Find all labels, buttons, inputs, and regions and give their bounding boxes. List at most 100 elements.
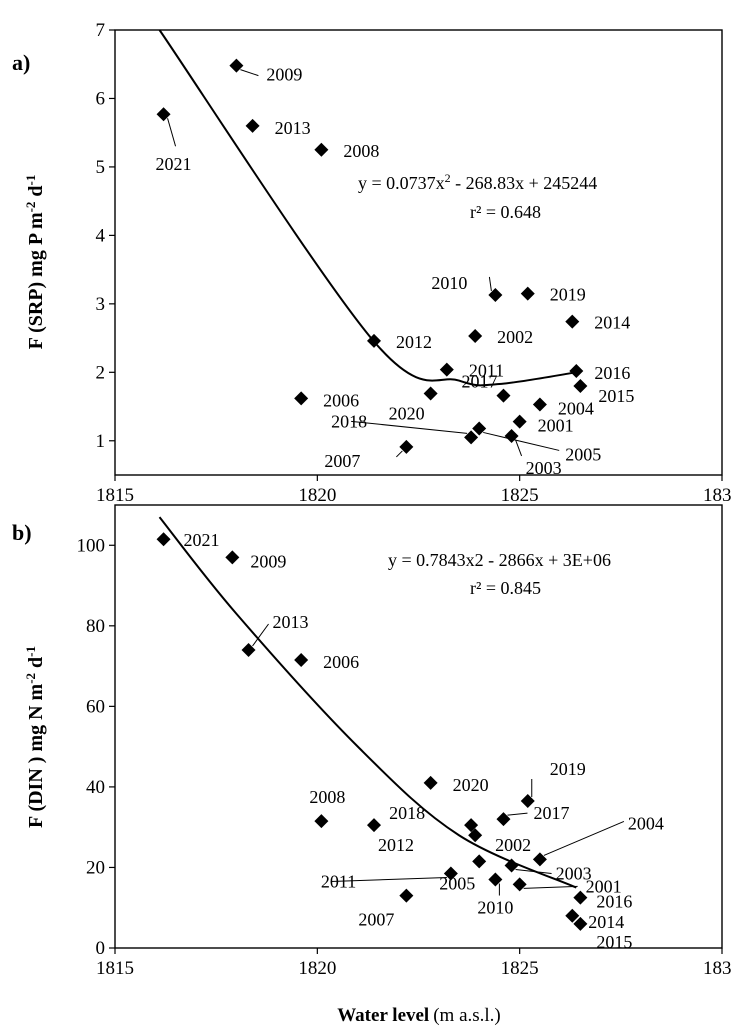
point-label-2008: 2008 [343,141,379,161]
leader-line-2004 [544,821,624,855]
y-tick-label-a: 2 [96,362,106,383]
point-label-2015: 2015 [598,386,634,406]
data-point-2006 [294,391,308,405]
data-point-2020 [424,387,438,401]
y-tick-label-a: 7 [96,20,106,41]
leader-line-2017 [507,813,527,815]
data-point-2006 [294,653,308,667]
data-point-2009 [229,59,243,73]
data-point-2007 [399,889,413,903]
point-label-2016: 2016 [596,892,632,912]
x-tick-label-b: 1820 [298,958,336,979]
point-label-2014: 2014 [594,313,630,333]
point-label-2020: 2020 [389,404,425,424]
point-label-2018: 2018 [389,803,425,823]
ylabel-a-part-3: -2 [23,202,38,213]
point-label-2010: 2010 [477,898,513,918]
data-point-2009 [225,550,239,564]
x-axis-label-main: Water level [337,1005,429,1026]
data-point-2021 [157,532,171,546]
point-label-2005: 2005 [439,873,475,893]
y-tick-label-a: 1 [96,431,106,452]
data-point-2017 [496,812,510,826]
svg-text:F (DIN ) mg N m-2 d-1: F (DIN ) mg N m-2 d-1 [23,646,47,828]
r2-b: r² = 0.845 [470,578,541,598]
ylabel-a-part-5: -1 [23,175,38,186]
leader-line-2007 [396,451,402,457]
leader-line-2010 [489,277,491,291]
data-point-2002 [468,329,482,343]
leader-line-2003 [516,440,522,456]
x-axis-label: Water level(m a.s.l.) [337,1005,501,1026]
point-label-2016: 2016 [594,363,630,383]
x-axis-label-unit: (m a.s.l.) [433,1005,501,1026]
equation-a-part-3: - 268.83x + 245244 [451,173,598,193]
point-label-2009: 2009 [266,65,302,85]
point-label-2005: 2005 [565,444,601,464]
ylabel-b-part-1: F (DIN ) mg N m [25,683,47,828]
point-label-2008: 2008 [309,787,345,807]
data-point-2019 [521,287,535,301]
point-label-2007: 2007 [358,910,394,930]
point-label-2009: 2009 [250,551,286,571]
ylabel-b-part-3: d [25,657,47,673]
leader-line-2021 [168,118,176,146]
point-label-2017: 2017 [461,372,497,392]
y-tick-label-b: 0 [96,938,106,959]
x-tick-label-a: 1830 [703,485,732,506]
plot-area-a: 1234567181518201825183020212009201320082… [96,20,732,506]
data-point-2013 [246,119,260,133]
y-tick-label-a: 5 [96,157,106,178]
plot-area-b: 0204060801001815182018251830202120092013… [77,505,732,979]
y-tick-label-b: 60 [86,696,105,717]
trend-equation-b: y = 0.7843x2 - 2866x + 3E+06 r² = 0.845 [388,550,611,598]
equation-b: y = 0.7843x2 - 2866x + 3E+06 [388,550,611,570]
svg-text:y = 0.0737x2 - 268.83x + 24524: y = 0.0737x2 - 268.83x + 245244 [358,171,597,193]
data-point-2001 [513,415,527,429]
point-label-2021: 2021 [184,530,220,550]
r2-a: r² = 0.648 [470,202,541,222]
svg-text:F (SRP) mg P m-2 d-1: F (SRP) mg P m-2 d-1 [23,175,47,350]
point-label-2011: 2011 [321,871,356,891]
point-label-2017: 2017 [533,803,569,823]
data-point-2014 [565,315,579,329]
point-label-2001: 2001 [538,416,574,436]
data-point-2008 [314,814,328,828]
point-label-2021: 2021 [156,154,192,174]
point-label-2012: 2012 [378,835,414,855]
y-tick-label-b: 20 [86,857,105,878]
point-label-2002: 2002 [497,327,533,347]
point-label-2019: 2019 [550,759,586,779]
data-point-2017 [496,389,510,403]
y-tick-label-b: 40 [86,777,105,798]
data-point-2012 [367,818,381,832]
leader-line-2001 [524,886,578,888]
data-point-2011 [440,363,454,377]
x-tick-label-b: 1825 [501,958,539,979]
point-label-2006: 2006 [323,390,359,410]
trendline-b [160,517,577,888]
panel-label-a: a) [12,50,30,75]
data-point-2005 [472,854,486,868]
ylabel-a-part-4: d [25,185,47,201]
point-label-2010: 2010 [431,273,467,293]
point-label-2013: 2013 [275,118,311,138]
x-tick-label-b: 1815 [96,958,134,979]
data-point-2001 [513,877,527,891]
leader-line-2009 [240,70,258,76]
point-label-2004: 2004 [628,813,664,833]
point-label-2003: 2003 [526,458,562,478]
y-tick-label-b: 100 [77,535,106,556]
data-point-2018 [464,430,478,444]
panel-b: b) F (DIN ) mg N m-2 d-1 020406080100181… [12,505,732,1026]
x-tick-label-a: 1825 [501,485,539,506]
data-point-2005 [472,421,486,435]
point-label-2006: 2006 [323,652,359,672]
point-label-2007: 2007 [324,451,360,471]
point-label-2012: 2012 [396,332,432,352]
trend-equation-a: y = 0.0737x2 - 268.83x + 245244 r² = 0.6… [358,171,597,222]
point-label-2013: 2013 [273,612,309,632]
x-tick-label-a: 1820 [298,485,336,506]
data-point-2015 [573,379,587,393]
